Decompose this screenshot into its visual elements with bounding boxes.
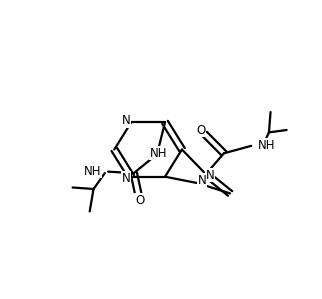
- Text: N: N: [198, 174, 206, 187]
- Text: N: N: [206, 169, 215, 182]
- Text: O: O: [135, 193, 144, 207]
- Text: N: N: [122, 172, 131, 185]
- Text: O: O: [196, 124, 205, 137]
- Text: NH: NH: [258, 139, 276, 152]
- Text: NH: NH: [84, 164, 101, 178]
- Text: N: N: [122, 114, 131, 127]
- Text: NH: NH: [150, 147, 167, 160]
